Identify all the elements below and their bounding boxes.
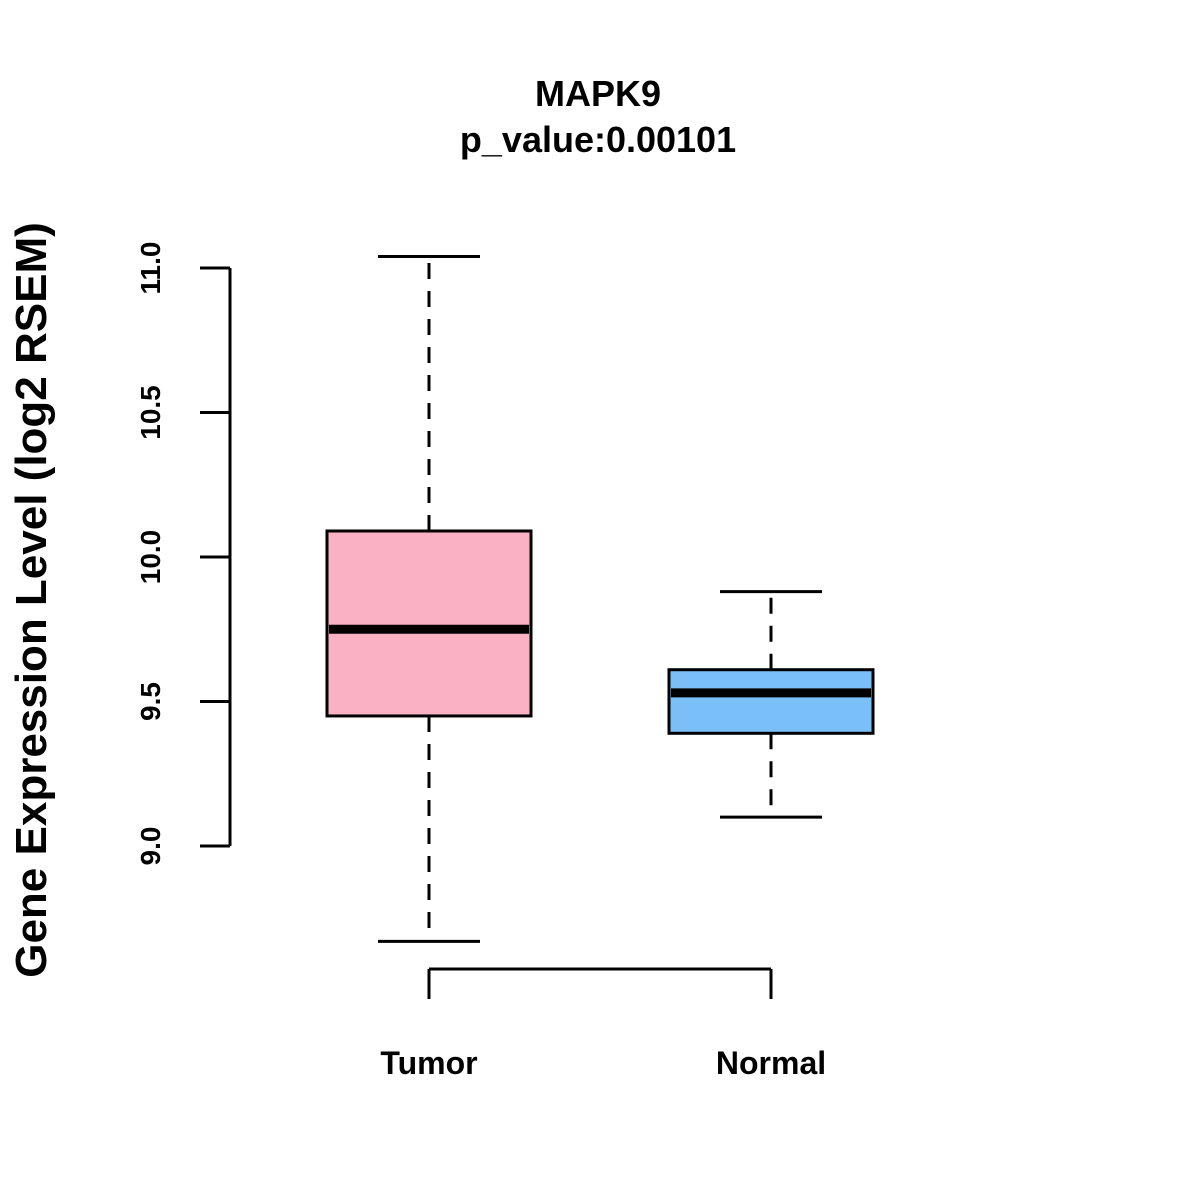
x-axis: Tumor Normal xyxy=(380,967,826,1081)
x-tick-label: Normal xyxy=(716,1045,826,1081)
y-axis: 9.0 9.5 10.0 10.5 11.0 xyxy=(135,242,232,866)
y-tick-label: 10.0 xyxy=(135,530,166,585)
iqr-box xyxy=(667,668,875,735)
chart-subtitle: p_value:0.00101 xyxy=(460,119,736,160)
box-normal xyxy=(667,590,875,819)
box-group xyxy=(325,254,875,943)
chart-title: MAPK9 xyxy=(535,73,661,114)
iqr-box xyxy=(325,529,533,718)
y-tick-label: 10.5 xyxy=(135,385,166,440)
box-tumor xyxy=(325,254,533,943)
x-tick-label: Tumor xyxy=(380,1045,477,1081)
y-tick-label: 11.0 xyxy=(135,242,166,295)
y-tick-label: 9.0 xyxy=(135,827,166,866)
y-tick-label: 9.5 xyxy=(135,682,166,721)
y-axis-label: Gene Expression Level (log2 RSEM) xyxy=(7,222,56,978)
